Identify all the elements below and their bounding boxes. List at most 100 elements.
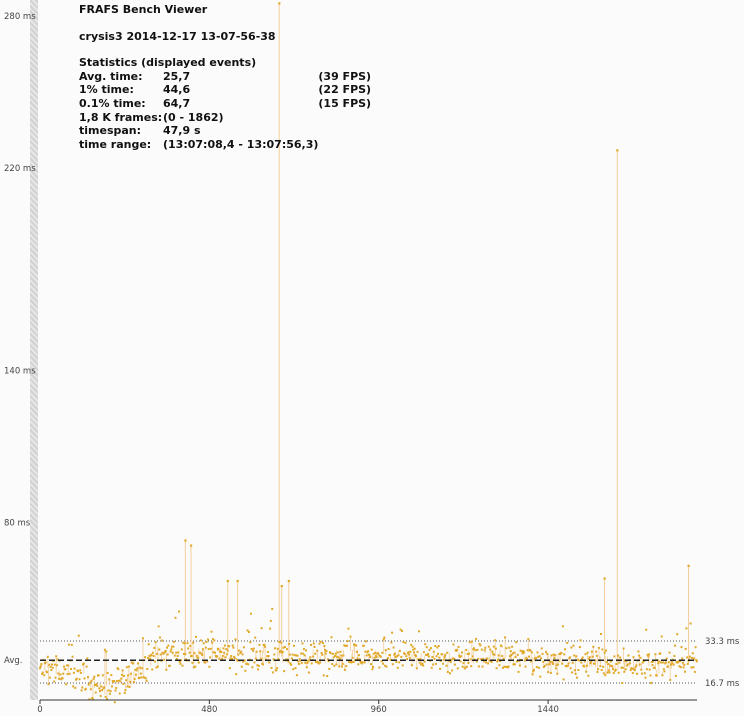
frametime-point [612, 668, 614, 671]
frametime-point [40, 663, 43, 666]
frametime-point [175, 651, 178, 654]
frametime-point [207, 638, 209, 641]
frametime-point [322, 674, 325, 677]
frametime-point [371, 668, 374, 671]
frametime-point [503, 665, 506, 668]
frametime-point [477, 657, 480, 660]
frametime-point [596, 671, 599, 673]
reference-line-label: 33.3 ms [705, 637, 740, 647]
frametime-point [55, 664, 58, 667]
frametime-point [166, 646, 168, 649]
frametime-point [314, 652, 317, 655]
frametime-point [151, 651, 154, 654]
frametime-point [229, 657, 232, 660]
frametime-point [346, 644, 348, 647]
frametime-point [459, 660, 462, 663]
frametime-point [178, 610, 180, 613]
frametime-point [564, 648, 566, 651]
frametime-point [127, 674, 130, 677]
frametime-point [425, 653, 427, 656]
frametime-point [669, 679, 672, 681]
frametime-point [163, 658, 166, 661]
frametime-point [141, 667, 144, 670]
frametime-point [268, 661, 271, 664]
frametime-point [62, 672, 65, 675]
frametime-point [456, 648, 459, 651]
frametime-point [574, 672, 577, 675]
frametime-point [72, 685, 75, 688]
frametime-point [148, 654, 151, 657]
frametime-point [540, 647, 543, 650]
frametime-point [373, 656, 376, 659]
frametime-point [566, 641, 569, 644]
frametime-point [246, 629, 249, 632]
frametime-point [247, 631, 250, 633]
frametime-point [101, 689, 104, 692]
frametime-point [247, 663, 250, 666]
frametime-point [473, 647, 475, 650]
frametime-point [691, 657, 694, 659]
frametime-point [39, 667, 41, 670]
frametime-point [154, 641, 157, 644]
frametime-point [55, 655, 58, 658]
frametime-point [240, 650, 243, 653]
frametime-point [113, 680, 116, 683]
frametime-point [389, 654, 391, 656]
frametime-point [113, 701, 116, 704]
frametime-point [301, 642, 304, 645]
frametime-point [104, 695, 107, 698]
frametime-point [626, 664, 629, 667]
frametime-point [118, 692, 121, 695]
frametime-point [110, 674, 113, 677]
frametime-point [671, 662, 674, 665]
frametime-point [432, 663, 435, 666]
frametime-point [641, 672, 643, 675]
frametime-point [257, 664, 260, 667]
frametime-point [98, 687, 101, 690]
frametime-point [691, 652, 694, 655]
frametime-point [453, 657, 456, 660]
frametime-point [573, 654, 576, 657]
frametime-point [538, 655, 541, 658]
frametime-point [122, 682, 125, 685]
frametime-point [482, 657, 485, 660]
x-tick-label: 0 [37, 705, 42, 715]
frametime-point [571, 671, 574, 674]
frametime-point [84, 687, 87, 690]
frametime-point [509, 650, 512, 652]
frametime-point [92, 677, 95, 680]
frametime-point [53, 680, 56, 683]
frametime-point [637, 650, 640, 653]
frametime-point [631, 667, 634, 670]
frametime-point [547, 671, 550, 674]
frametime-point [191, 661, 194, 664]
frametime-point [93, 675, 96, 678]
frametime-point [159, 653, 162, 656]
frametime-point [300, 652, 303, 655]
frametime-point [333, 664, 336, 667]
frametime-point [497, 654, 500, 657]
frametime-point [648, 668, 651, 671]
frametime-point [88, 698, 91, 701]
frametime-point [336, 651, 339, 654]
frametime-point [674, 674, 677, 677]
frametime-point [434, 662, 437, 665]
frametime-point [310, 643, 312, 646]
frametime-point [641, 661, 644, 664]
frametime-point [158, 648, 161, 651]
frametime-point [216, 655, 219, 658]
frametime-point [406, 652, 409, 655]
frametime-point [488, 659, 491, 662]
frametime-point [115, 687, 118, 689]
chart-axes: 280 ms 220 ms 140 ms 80 ms 0 480 960 1440 33.3 m… [4, 12, 740, 715]
frametime-point [663, 670, 666, 673]
frametime-point [600, 633, 602, 635]
frametime-point [626, 663, 629, 666]
frametime-point [435, 655, 438, 658]
frametime-point [250, 648, 253, 650]
frametime-point [96, 684, 99, 687]
frametime-point [298, 663, 300, 665]
frametime-point [419, 658, 422, 661]
frametime-point [545, 650, 547, 653]
